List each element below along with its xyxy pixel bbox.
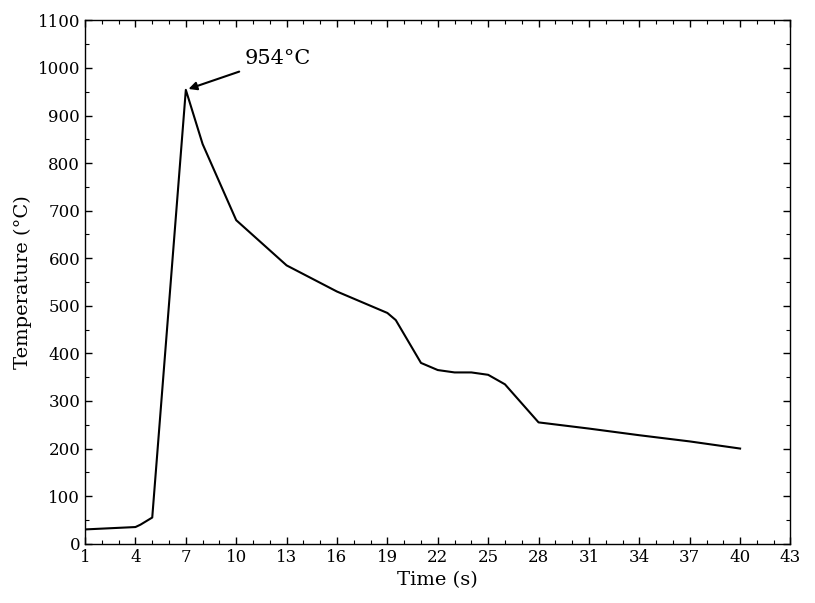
- Text: 954°C: 954°C: [191, 49, 311, 89]
- X-axis label: Time (s): Time (s): [398, 571, 478, 589]
- Y-axis label: Temperature (°C): Temperature (°C): [14, 195, 32, 369]
